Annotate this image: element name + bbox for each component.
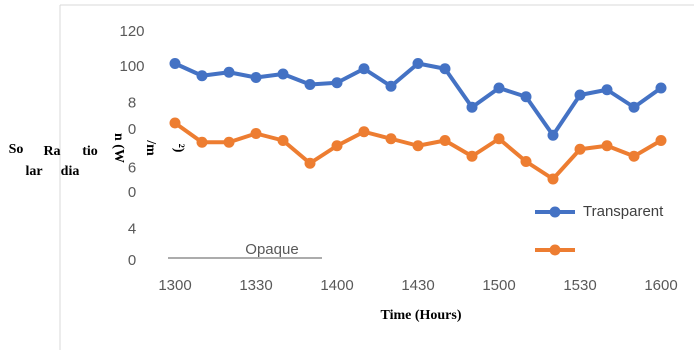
y-axis-label-part: ²) xyxy=(171,144,186,153)
point xyxy=(628,101,640,113)
y-tick-label: 8 xyxy=(128,95,136,112)
y-axis-label-part: So xyxy=(9,142,24,157)
point xyxy=(385,80,397,92)
point xyxy=(250,128,262,139)
point xyxy=(304,79,316,90)
legend-label: Transparent xyxy=(583,203,664,220)
point xyxy=(223,136,235,148)
y-tick-label: 0 xyxy=(128,252,136,269)
point xyxy=(277,135,289,146)
point xyxy=(601,84,613,96)
y-axis-label-part: tio xyxy=(82,144,98,159)
x-tick-label: 1500 xyxy=(482,277,515,294)
x-tick-label: 1330 xyxy=(239,277,272,294)
legend-marker xyxy=(549,244,561,256)
point xyxy=(169,117,181,129)
point xyxy=(358,63,370,75)
point xyxy=(520,156,532,167)
point xyxy=(250,72,262,83)
point xyxy=(439,135,451,146)
y-tick-label: 0 xyxy=(128,184,136,201)
point xyxy=(520,91,532,103)
point xyxy=(304,157,316,169)
point xyxy=(358,126,370,138)
point xyxy=(277,68,289,80)
point xyxy=(385,133,397,145)
y-axis-label-part: /m xyxy=(143,139,158,156)
y-tick-label: 0 xyxy=(128,121,136,138)
y-tick-label: 4 xyxy=(128,221,136,238)
x-tick-label: 1530 xyxy=(563,277,596,294)
point xyxy=(223,66,235,78)
point xyxy=(412,58,424,69)
x-axis-label: Time (Hours) xyxy=(380,308,461,323)
point xyxy=(466,150,478,162)
point xyxy=(493,82,505,94)
y-tick-label: 120 xyxy=(119,23,144,40)
y-axis-label-part: n (W xyxy=(111,133,126,163)
point xyxy=(493,133,505,145)
point xyxy=(169,58,181,69)
point xyxy=(601,140,613,152)
point xyxy=(466,101,478,113)
point xyxy=(331,77,343,89)
point xyxy=(628,150,640,162)
point xyxy=(439,63,451,75)
point xyxy=(574,143,586,155)
legend-label: Opaque xyxy=(245,241,298,258)
y-tick-label: 6 xyxy=(128,159,136,176)
y-tick-label: 100 xyxy=(119,58,144,75)
x-tick-label: 1600 xyxy=(644,277,677,294)
point xyxy=(547,173,559,185)
point xyxy=(196,136,208,148)
series-line xyxy=(174,61,663,138)
point xyxy=(655,135,667,146)
y-axis-label-part: dia xyxy=(61,164,80,179)
point xyxy=(574,89,586,101)
point xyxy=(196,70,208,82)
x-tick-label: 1300 xyxy=(158,277,191,294)
point xyxy=(655,82,667,94)
y-axis-label-part: Ra xyxy=(43,144,60,159)
point xyxy=(412,140,424,152)
point xyxy=(331,140,343,152)
y-axis-label-part: lar xyxy=(25,164,42,179)
point xyxy=(547,129,559,141)
x-tick-label: 1400 xyxy=(320,277,353,294)
legend-marker xyxy=(549,206,561,218)
x-tick-label: 1430 xyxy=(401,277,434,294)
